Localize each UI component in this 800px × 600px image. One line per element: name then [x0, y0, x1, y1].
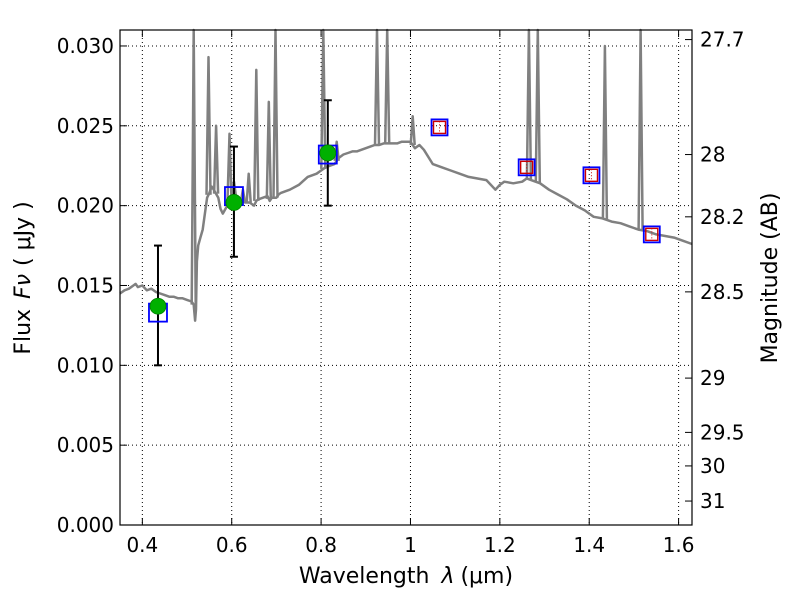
emission-line	[253, 68, 260, 201]
y2-tick-label: 27.7	[700, 28, 745, 52]
emission-line	[383, 28, 391, 144]
observed-photometry-point	[149, 297, 167, 315]
emission-line	[409, 114, 416, 146]
y-tick-label: 0.010	[57, 353, 114, 377]
emission-line	[525, 28, 533, 180]
x-tick-label: 0.8	[305, 533, 337, 557]
y-axis-label-unit: ( μJy )	[11, 201, 36, 266]
emission-line	[205, 55, 212, 195]
y-axis-label-symbol: Fν	[11, 274, 36, 299]
y-tick-label: 0.015	[57, 273, 114, 297]
emission-line	[226, 132, 233, 201]
emission-line	[373, 28, 381, 146]
tick-layer: 0.4 0.6 0.8 1 1.2 1.4 1.6 0.000 0.005 0.010 0.015 0…	[57, 28, 745, 557]
x-tick-label: 1.2	[484, 533, 516, 557]
emission-line	[190, 28, 197, 305]
y2-tick-label: 28.5	[700, 280, 745, 304]
y2-axis-label: Magnitude (AB)	[758, 193, 783, 364]
x-axis-label-symbol: λ	[440, 564, 454, 589]
emission-line	[601, 44, 609, 220]
axes-layer	[119, 29, 693, 526]
y-axis-label-text: Flux	[11, 309, 36, 355]
model-photometry-marker	[517, 158, 536, 177]
y2-tick-label: 29.5	[700, 420, 745, 444]
emission-line	[637, 28, 644, 231]
x-tick-label: 1.4	[573, 533, 605, 557]
model-photometry-marker	[642, 225, 661, 244]
photometry-layer	[148, 99, 661, 367]
grid-layer	[120, 30, 692, 525]
emission-line	[265, 100, 273, 199]
model-sed-layer	[119, 28, 693, 322]
model-photometry-marker	[582, 166, 601, 185]
model-photometry-marker	[430, 118, 449, 137]
x-tick-label: 0.4	[126, 533, 158, 557]
y-tick-label: 0.005	[57, 433, 114, 457]
y2-tick-label: 28	[700, 143, 725, 167]
x-tick-label: 1	[404, 533, 417, 557]
y-tick-label: 0.025	[57, 114, 114, 138]
y-axis-label: Flux Fν ( μJy )	[11, 201, 36, 354]
x-axis-label-unit: (μm)	[460, 564, 513, 589]
plot-frame	[119, 29, 693, 526]
x-axis-label: Wavelength λ (μm)	[299, 564, 513, 589]
emission-line	[534, 28, 542, 183]
observed-photometry-point	[319, 144, 337, 162]
model-sed-line	[119, 140, 693, 322]
x-tick-label: 0.6	[216, 533, 248, 557]
emission-line	[272, 28, 279, 198]
observed-photometry-point	[225, 194, 243, 211]
y-tick-label: 0.020	[57, 194, 114, 218]
y-tick-label: 0.030	[57, 34, 114, 58]
y2-tick-label: 30	[700, 454, 725, 478]
emission-line	[212, 124, 220, 194]
emission-line	[245, 172, 252, 203]
x-axis-label-text: Wavelength	[299, 564, 430, 589]
y-tick-label: 0.000	[57, 513, 114, 537]
x-tick-label: 1.6	[663, 533, 695, 557]
y2-tick-label: 29	[700, 366, 725, 390]
y2-tick-label: 31	[700, 489, 725, 513]
y2-tick-label: 28.2	[700, 205, 745, 229]
